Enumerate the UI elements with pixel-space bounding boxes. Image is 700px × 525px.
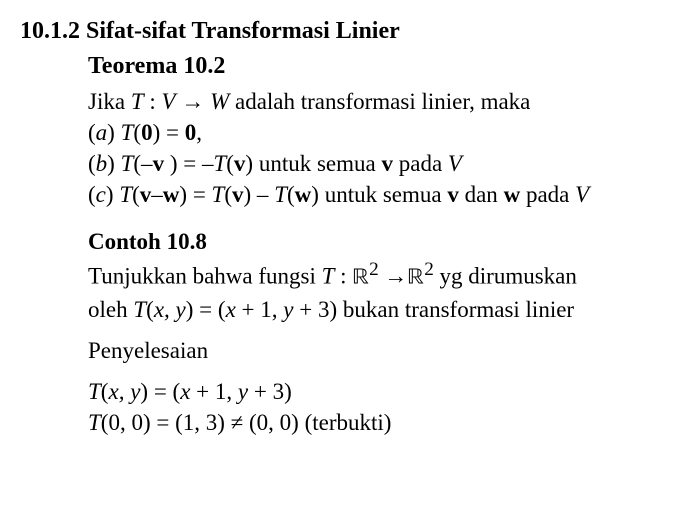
paren: ( xyxy=(88,182,96,207)
var-x: x xyxy=(108,379,118,404)
item-b: (b) T(–v ) = –T(v) untuk semua v pada V xyxy=(88,148,690,179)
set-R: ℝ xyxy=(352,267,369,290)
var-T: T xyxy=(88,410,101,435)
var-T: T xyxy=(133,297,146,322)
label-b: b xyxy=(96,151,108,176)
section-heading: 10.1.2 Sifat-sifat Transformasi Linier xyxy=(20,18,690,45)
text: adalah transformasi linier, maka xyxy=(229,89,530,114)
document-page: 10.1.2 Sifat-sifat Transformasi Linier T… xyxy=(0,0,700,448)
text: – xyxy=(151,182,163,207)
superscript: 2 xyxy=(369,259,379,280)
var-T: T xyxy=(131,89,144,114)
text: ) = – xyxy=(164,151,213,176)
text: ( xyxy=(287,182,295,207)
text: pada xyxy=(393,151,448,176)
text: + 1, xyxy=(190,379,237,404)
text: : xyxy=(334,264,352,289)
content-block: Teorema 10.2 Jika T : V → W adalah trans… xyxy=(88,53,690,438)
var-T: T xyxy=(322,264,335,289)
text: + 1, xyxy=(236,297,283,322)
text: , xyxy=(196,120,202,145)
var-x: x xyxy=(180,379,190,404)
var-V: V xyxy=(448,151,462,176)
paren: ( xyxy=(88,120,96,145)
text: Jika xyxy=(88,89,131,114)
example-label: Contoh 10.8 xyxy=(88,226,690,257)
section-title-text: Sifat-sifat Transformasi Linier xyxy=(86,18,400,44)
vec-w: w xyxy=(504,182,521,207)
paren: ) xyxy=(107,151,120,176)
text: pada xyxy=(520,182,575,207)
section-number: 10.1.2 xyxy=(20,18,80,44)
var-y: y xyxy=(283,297,293,322)
theorem-intro: Jika T : V → W adalah transformasi linie… xyxy=(88,86,690,117)
text: ( xyxy=(133,120,141,145)
var-W: W xyxy=(210,89,229,114)
vec-v: v xyxy=(381,151,393,176)
text: dan xyxy=(459,182,504,207)
example-line-2: oleh T(x, y) = (x + 1, y + 3) bukan tran… xyxy=(88,294,690,325)
var-T: T xyxy=(212,182,225,207)
text: ) untuk semua xyxy=(245,151,381,176)
arrow: → xyxy=(176,89,211,114)
vec-w: w xyxy=(163,182,180,207)
example-line-1: Tunjukkan bahwa fungsi T : ℝ2 →ℝ2 yg dir… xyxy=(88,257,690,294)
vec-v: v xyxy=(140,182,152,207)
vec-v: v xyxy=(234,151,246,176)
var-x: x xyxy=(154,297,164,322)
var-T: T xyxy=(119,182,132,207)
vec-v: v xyxy=(153,151,165,176)
text: + 3) bukan transformasi linier xyxy=(293,297,574,322)
text: ( xyxy=(146,297,154,322)
var-y: y xyxy=(176,297,186,322)
var-T: T xyxy=(213,151,226,176)
var-T: T xyxy=(274,182,287,207)
label-a: a xyxy=(96,120,108,145)
superscript: 2 xyxy=(424,259,434,280)
text: ) = xyxy=(153,120,185,145)
paren: ( xyxy=(88,151,96,176)
text: Tunjukkan bahwa fungsi xyxy=(88,264,322,289)
text: ) = xyxy=(179,182,211,207)
text: (– xyxy=(133,151,152,176)
text: ( xyxy=(226,151,234,176)
text: + 3) xyxy=(248,379,292,404)
vec-zero: 0 xyxy=(185,120,197,145)
arrow: → xyxy=(379,264,408,289)
set-R: ℝ xyxy=(407,267,424,290)
text: yg dirumuskan xyxy=(434,264,577,289)
paren: ) xyxy=(107,120,120,145)
text: (0, 0) = (1, 3) ≠ (0, 0) (terbukti) xyxy=(101,410,392,435)
var-T: T xyxy=(88,379,101,404)
var-T: T xyxy=(121,151,134,176)
text: ) – xyxy=(244,182,275,207)
item-a: (a) T(0) = 0, xyxy=(88,117,690,148)
var-V: V xyxy=(575,182,589,207)
text: ) = ( xyxy=(186,297,226,322)
var-y: y xyxy=(238,379,248,404)
text: ( xyxy=(132,182,140,207)
var-y: y xyxy=(130,379,140,404)
vec-v: v xyxy=(447,182,459,207)
label-c: c xyxy=(96,182,106,207)
text: : xyxy=(144,89,162,114)
text: , xyxy=(119,379,131,404)
text: ( xyxy=(224,182,232,207)
vec-w: w xyxy=(295,182,312,207)
solution-line-2: T(0, 0) = (1, 3) ≠ (0, 0) (terbukti) xyxy=(88,407,690,438)
solution-line-1: T(x, y) = (x + 1, y + 3) xyxy=(88,376,690,407)
text: ) untuk semua xyxy=(311,182,447,207)
text: ) = ( xyxy=(140,379,180,404)
text: oleh xyxy=(88,297,133,322)
text: , xyxy=(164,297,176,322)
var-V: V xyxy=(162,89,176,114)
paren: ) xyxy=(106,182,119,207)
solution-label: Penyelesaian xyxy=(88,335,690,366)
theorem-label: Teorema 10.2 xyxy=(88,53,690,80)
var-x: x xyxy=(226,297,236,322)
vec-zero: 0 xyxy=(141,120,153,145)
vec-v: v xyxy=(232,182,244,207)
var-T: T xyxy=(121,120,134,145)
item-c: (c) T(v–w) = T(v) – T(w) untuk semua v d… xyxy=(88,179,690,210)
